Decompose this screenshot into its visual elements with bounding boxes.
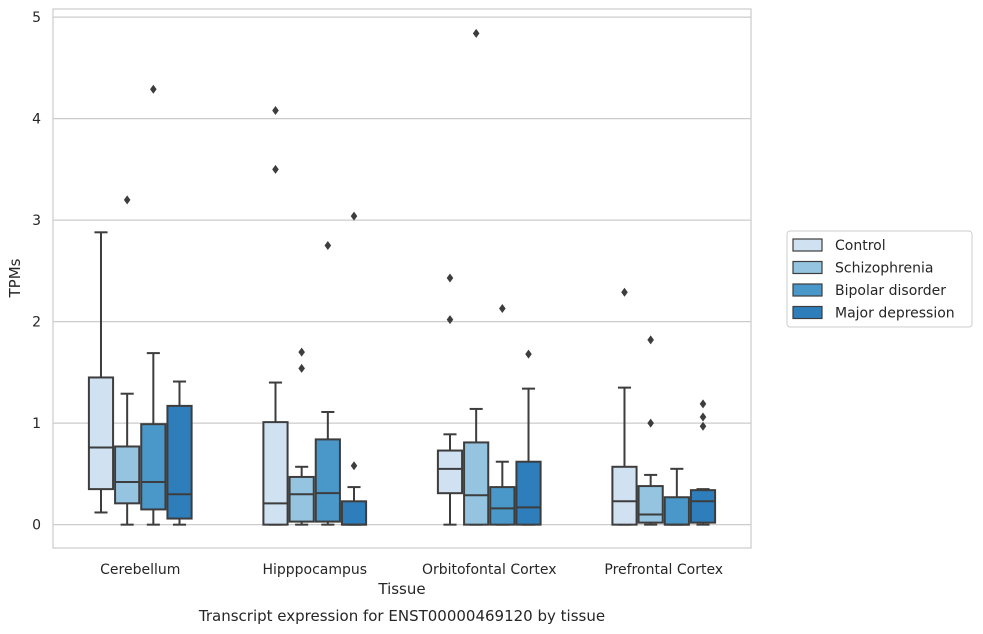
y-tick-label: 4 — [32, 112, 41, 128]
box-iqr — [140, 423, 167, 511]
box-iqr — [288, 475, 315, 523]
box-control — [436, 273, 464, 526]
outlier-point — [647, 418, 654, 428]
x-axis-ticks: Cerebellum Hipppocampus Orbitofontal Corte… — [100, 562, 723, 578]
legend-label: Control — [835, 238, 886, 254]
box-schizophrenia — [114, 195, 141, 526]
box-schizophrenia — [288, 347, 315, 526]
legend-label: Major depression — [835, 306, 955, 322]
legend-swatch — [792, 238, 823, 252]
y-axis-ticks: 0 1 2 3 4 5 — [32, 10, 41, 534]
outlier-point — [472, 28, 480, 38]
outlier-point — [699, 412, 707, 422]
outlier-point — [699, 421, 707, 431]
outlier-point — [446, 273, 454, 283]
outlier-point — [272, 164, 279, 174]
legend: Control Schizophrenia Bipolar disorder Majo… — [786, 230, 973, 328]
box-iqr — [166, 404, 193, 520]
box-iqr — [515, 460, 542, 526]
box-iqr — [489, 486, 516, 526]
outlier-point — [324, 241, 332, 251]
outlier-point — [298, 363, 305, 373]
outlier-point — [123, 195, 131, 205]
legend-label: Schizophrenia — [835, 261, 933, 277]
box-control — [611, 287, 638, 526]
box-bipolar-disorder — [314, 241, 341, 526]
box-control — [87, 231, 115, 514]
box-iqr — [689, 489, 717, 524]
y-tick-label: 1 — [32, 416, 41, 432]
y-tick-label: 2 — [32, 315, 41, 331]
outlier-point — [350, 211, 358, 221]
outlier-point — [647, 335, 654, 345]
box-major-depression — [166, 380, 193, 526]
x-tick-label: Cerebellum — [100, 562, 180, 578]
outlier-point — [272, 106, 279, 116]
box-iqr — [663, 496, 690, 526]
box-major-depression — [340, 211, 368, 526]
box-control — [262, 106, 289, 526]
x-tick-label: Prefrontal Cortex — [604, 562, 723, 578]
chart-caption: Transcript expression for ENST0000046912… — [198, 607, 605, 625]
legend-swatch — [792, 305, 823, 320]
legend-swatch — [792, 283, 823, 297]
outlier-point — [499, 303, 506, 313]
box-bipolar-disorder — [663, 467, 690, 526]
legend-swatch — [792, 260, 823, 275]
box-iqr — [463, 441, 490, 526]
box-iqr — [436, 449, 464, 495]
box-iqr — [637, 485, 664, 524]
box-iqr — [114, 445, 141, 505]
box-iqr — [340, 500, 368, 526]
x-axis-label: Tissue — [377, 580, 425, 598]
y-tick-label: 0 — [32, 518, 41, 534]
y-tick-label: 5 — [32, 10, 41, 26]
legend-label: Bipolar disorder — [835, 283, 946, 299]
outlier-point — [150, 84, 157, 94]
plot-area — [52, 8, 752, 549]
outlier-point — [525, 349, 532, 359]
outlier-point — [699, 399, 707, 409]
box-major-depression — [689, 399, 717, 526]
y-tick-label: 3 — [32, 213, 41, 229]
y-axis-label: TPMs — [6, 258, 24, 298]
x-tick-label: Orbitofontal Cortex — [422, 562, 557, 578]
outlier-point — [298, 347, 305, 357]
box-schizophrenia — [637, 335, 664, 526]
outlier-point — [350, 461, 358, 471]
x-tick-label: Hipppocampus — [262, 562, 367, 578]
box-schizophrenia — [463, 28, 490, 526]
box-bipolar-disorder — [140, 84, 167, 526]
box-bipolar-disorder — [489, 303, 516, 526]
outlier-point — [621, 287, 628, 297]
box-iqr — [611, 465, 638, 526]
box-iqr — [87, 376, 115, 491]
legend-frame — [786, 230, 973, 328]
outlier-point — [446, 315, 454, 325]
box-plots — [87, 28, 717, 526]
box-iqr — [314, 438, 341, 523]
box-major-depression — [515, 349, 542, 526]
box-iqr — [262, 421, 289, 526]
